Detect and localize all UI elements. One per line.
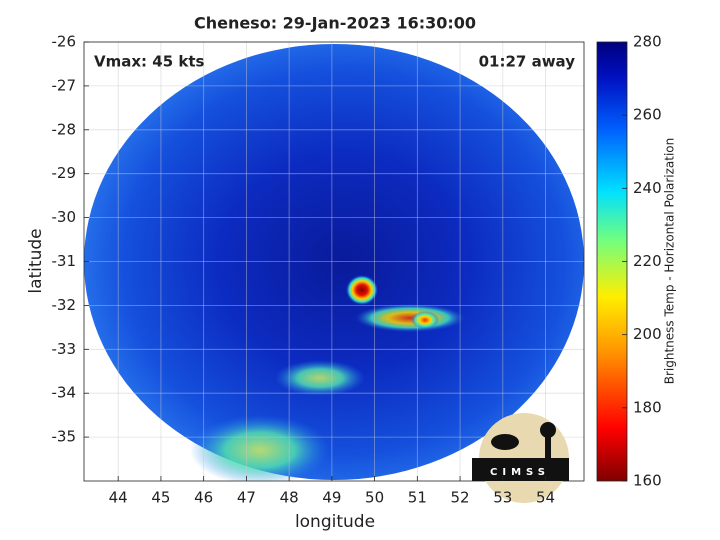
y-tick-label: -35 — [52, 428, 77, 446]
colorbar-tick-label: 180 — [633, 398, 662, 416]
x-tick-label: 48 — [280, 489, 299, 507]
logo-text: CIMSS — [490, 467, 550, 478]
colorbar-tick-label: 260 — [633, 106, 662, 124]
colorbar-tick-label: 160 — [633, 472, 662, 490]
y-tick-label: -31 — [52, 252, 77, 270]
colorbar-tick-label: 280 — [633, 33, 662, 51]
x-tick-label: 47 — [237, 489, 256, 507]
annotation: 01:27 away — [479, 53, 576, 71]
y-tick-label: -29 — [52, 164, 77, 182]
swath — [84, 44, 584, 481]
x-tick-label: 51 — [408, 489, 427, 507]
y-tick-label: -32 — [52, 296, 77, 314]
x-tick-label: 45 — [151, 489, 170, 507]
colorbar-tick-label: 240 — [633, 179, 662, 197]
colorbar-label: Brightness Temp - Horizontal Polarizatio… — [663, 138, 677, 385]
x-axis-label: longitude — [295, 512, 375, 532]
y-tick-label: -33 — [52, 340, 77, 358]
colorbar-tick-label: 200 — [633, 325, 662, 343]
y-tick-label: -27 — [52, 76, 77, 94]
x-tick-label: 54 — [536, 489, 555, 507]
x-tick-label: 52 — [451, 489, 470, 507]
logo: CIMSS — [472, 413, 569, 503]
x-tick-label: 44 — [109, 489, 128, 507]
y-axis-label: latitude — [26, 228, 46, 293]
x-tick-label: 50 — [365, 489, 384, 507]
x-tick-label: 49 — [322, 489, 341, 507]
chart-title: Cheneso: 29-Jan-2023 16:30:00 — [194, 14, 476, 33]
colorbar-tick-label: 220 — [633, 252, 662, 270]
annotation: Vmax: 45 kts — [94, 53, 204, 71]
y-tick-label: -34 — [52, 384, 77, 402]
x-tick-label: 46 — [194, 489, 213, 507]
y-tick-label: -28 — [52, 120, 77, 138]
y-tick-label: -26 — [52, 33, 77, 51]
x-tick-label: 53 — [493, 489, 512, 507]
y-tick-label: -30 — [52, 208, 77, 226]
